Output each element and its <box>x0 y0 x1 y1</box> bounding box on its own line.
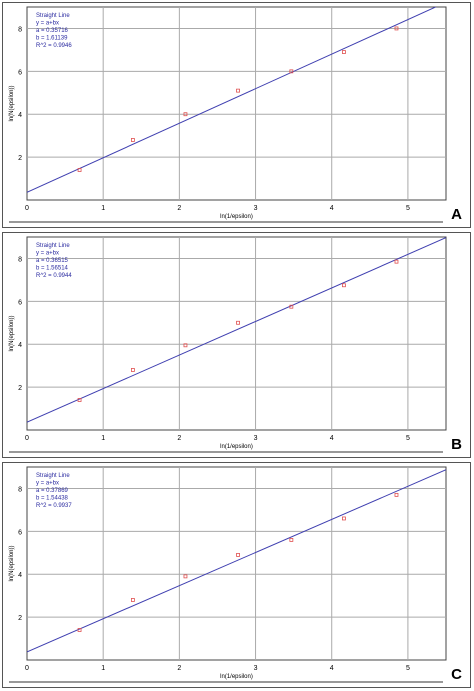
y-tick-label: 6 <box>18 69 22 76</box>
data-point <box>130 138 135 142</box>
x-axis-label: ln(1/epsilon) <box>220 214 253 220</box>
data-point <box>77 168 82 172</box>
y-tick-label: 2 <box>18 615 22 622</box>
data-point <box>130 368 135 372</box>
y-tick-label: 4 <box>18 112 22 119</box>
data-point <box>183 343 188 348</box>
x-tick-label: 5 <box>406 665 410 672</box>
chart-svg: 0 1 2 3 4 5 2 4 6 8 ln(1/epsilon) ln(N(epsilon)) Str… <box>9 6 447 223</box>
x-tick-label: 3 <box>254 205 258 212</box>
panel-letter: A <box>451 206 462 223</box>
data-point <box>236 88 240 93</box>
data-point <box>342 516 346 521</box>
x-tick-label: 0 <box>25 205 29 212</box>
data-point <box>289 69 294 74</box>
data-point <box>236 553 240 557</box>
data-point <box>183 574 188 579</box>
y-axis-label: ln(N(epsilon)) <box>9 85 15 121</box>
chart-panel-b: 0 1 2 3 4 5 2 4 6 8 ln(1/epsilon) ln(N(epsilon)) Str… <box>2 232 471 458</box>
x-axis-label: ln(1/epsilon) <box>220 444 253 450</box>
plot-area <box>26 236 447 431</box>
x-tick-label: 4 <box>330 435 334 442</box>
y-tick-label: 4 <box>18 342 22 349</box>
y-axis-label: ln(N(epsilon)) <box>9 315 15 351</box>
x-tick-label: 3 <box>254 435 258 442</box>
panel-letter: B <box>451 436 462 453</box>
fit-annotation-line: Straight Line <box>36 473 70 479</box>
x-tick-label: 5 <box>406 205 410 212</box>
fit-annotation-line: Straight Line <box>36 13 70 19</box>
data-point <box>77 398 82 402</box>
fit-annotation-line: y = a+bx <box>36 21 59 27</box>
chart-panel-c: 0 1 2 3 4 5 2 4 6 8 ln(1/epsilon) ln(N(epsilon)) Str… <box>2 462 471 688</box>
fit-annotation-line: R^2 = 0.9944 <box>36 273 72 279</box>
y-tick-label: 8 <box>18 256 22 263</box>
x-tick-label: 3 <box>254 665 258 672</box>
chart-svg: 0 1 2 3 4 5 2 4 6 8 ln(1/epsilon) ln(N(epsilon)) Str… <box>9 236 447 453</box>
x-tick-label: 4 <box>330 665 334 672</box>
panel-letter: C <box>451 666 462 683</box>
fit-annotation-line: y = a+bx <box>36 481 59 487</box>
y-tick-label: 8 <box>18 486 22 493</box>
data-point <box>183 112 188 117</box>
fit-line-group <box>27 469 446 653</box>
x-tick-label: 0 <box>25 665 29 672</box>
y-tick-label: 2 <box>18 155 22 162</box>
data-point <box>289 304 294 309</box>
fit-annotation-line: Straight Line <box>36 243 70 249</box>
data-point <box>342 50 346 54</box>
fit-annotation-line: R^2 = 0.9937 <box>36 503 72 509</box>
plot-area <box>26 466 447 661</box>
y-tick-label: 2 <box>18 385 22 392</box>
fit-annotation-line: a = 0.35716 <box>36 28 69 34</box>
fit-line-group <box>27 7 437 193</box>
fit-line <box>27 469 446 653</box>
y-tick-label: 6 <box>18 529 22 536</box>
data-point <box>130 598 135 602</box>
x-tick-label: 2 <box>177 435 181 442</box>
x-tick-label: 0 <box>25 435 29 442</box>
data-point <box>342 283 346 288</box>
x-tick-label: 1 <box>101 205 105 212</box>
fit-annotation-line: b = 1.56514 <box>36 266 69 272</box>
x-tick-label: 4 <box>330 205 334 212</box>
chart-panel-a: 0 1 2 3 4 5 2 4 6 8 ln(1/epsilon) ln(N(epsilon)) Str… <box>2 2 471 228</box>
fit-line <box>27 7 437 193</box>
y-axis-label: ln(N(epsilon)) <box>9 545 15 581</box>
plot-area <box>26 6 447 201</box>
fit-annotation-line: y = a+bx <box>36 251 59 257</box>
x-axis-label: ln(1/epsilon) <box>220 674 253 680</box>
data-point <box>394 26 399 31</box>
fit-annotation-line: b = 1.54438 <box>36 496 69 502</box>
data-point <box>236 320 240 325</box>
fit-annotation-line: b = 1.61139 <box>36 36 68 42</box>
fit-line-group <box>27 237 446 423</box>
chart-svg: 0 1 2 3 4 5 2 4 6 8 ln(1/epsilon) ln(N(epsilon)) Str… <box>9 466 447 683</box>
data-point <box>77 628 82 632</box>
data-point <box>394 492 399 497</box>
fit-annotation-line: a = 0.37869 <box>36 488 69 494</box>
x-tick-label: 2 <box>177 665 181 672</box>
y-tick-label: 6 <box>18 299 22 306</box>
fit-annotation-line: a = 0.36515 <box>36 258 69 264</box>
x-tick-label: 1 <box>101 435 105 442</box>
fit-annotation-line: R^2 = 0.9946 <box>36 43 72 49</box>
x-tick-label: 2 <box>177 205 181 212</box>
x-tick-label: 1 <box>101 665 105 672</box>
y-tick-label: 8 <box>18 26 22 33</box>
data-point <box>289 538 294 542</box>
fit-line <box>27 237 446 423</box>
y-tick-label: 4 <box>18 572 22 579</box>
data-point <box>394 259 399 264</box>
x-tick-label: 5 <box>406 435 410 442</box>
